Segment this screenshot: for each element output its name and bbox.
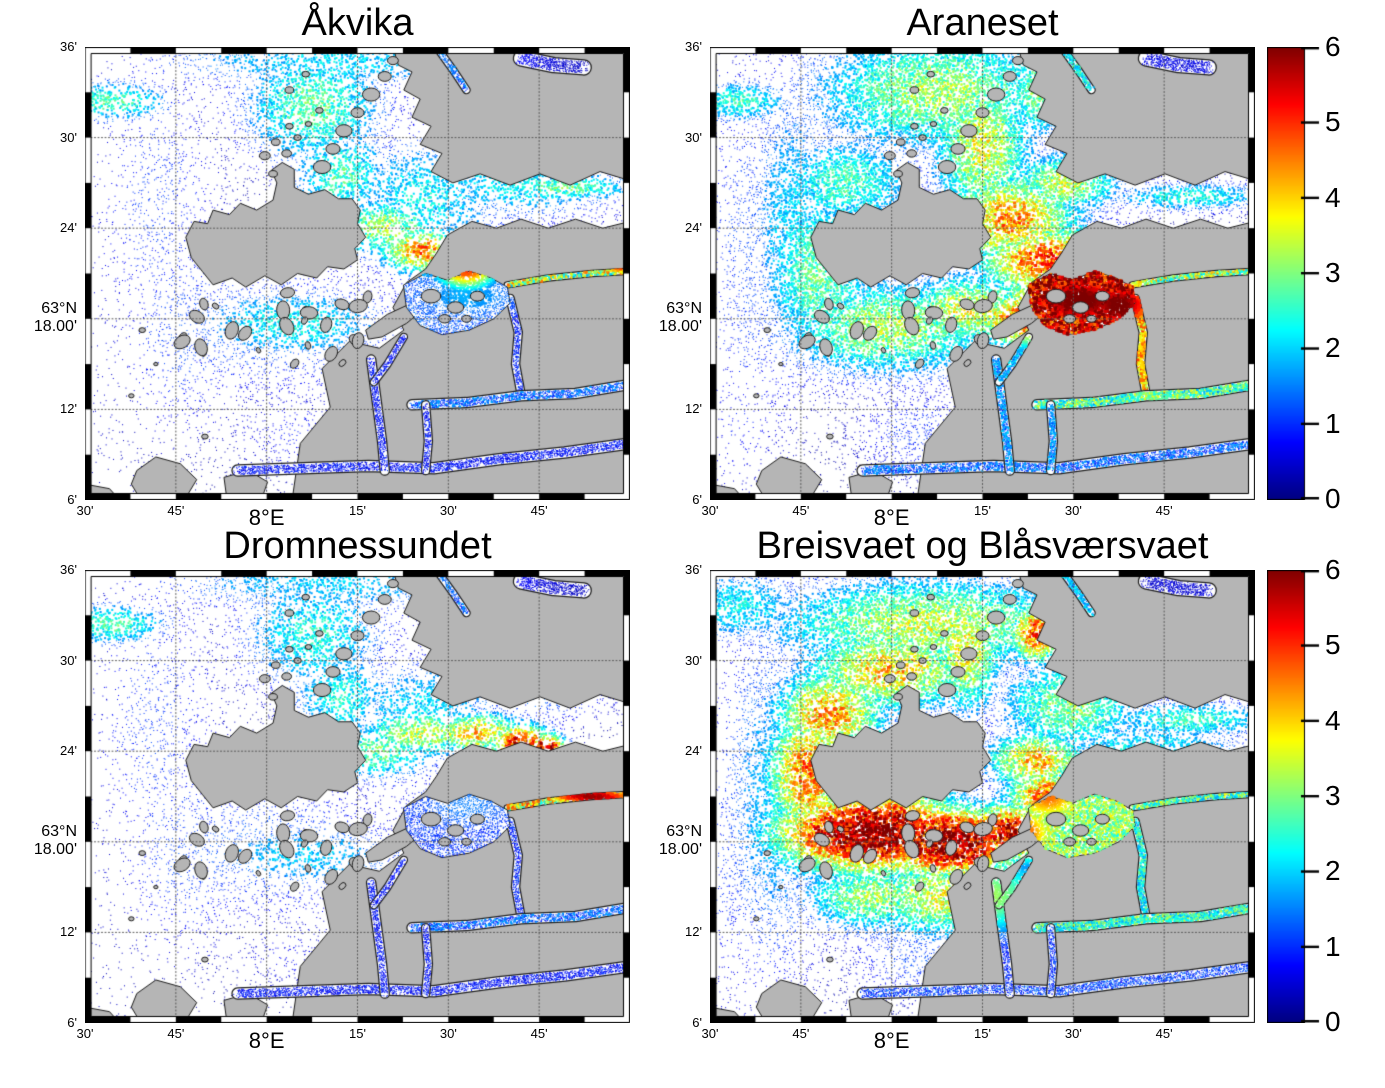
- y-tick-label: 63°N 18.00': [33, 822, 77, 858]
- y-tick-label: 6': [692, 492, 702, 507]
- y-tick-label: 36': [60, 562, 77, 577]
- y-tick-label: 36': [60, 39, 77, 54]
- panel-title: Dromnessundet: [223, 525, 492, 567]
- colorbar-tick-label: 2: [1325, 332, 1341, 364]
- y-tick-label: 63°N 18.00': [33, 299, 77, 335]
- y-tick-label: 30': [685, 129, 702, 145]
- colorbar-top: 0 1 2 3 4 5 6: [1267, 31, 1385, 514]
- y-tick-label: 6': [67, 492, 77, 507]
- y-tick-label: 36': [685, 39, 702, 54]
- panel-breisvaet: Breisvaet og Blåsværsvaet 36' 30' 24' 63°N 1…: [659, 525, 1255, 1053]
- y-tick-label: 12': [60, 401, 77, 417]
- x-tick-label: 8°E: [873, 1028, 910, 1053]
- y-tick-label: 30': [685, 652, 702, 668]
- y-tick-label: 24': [60, 220, 77, 236]
- x-tick-label: 8°E: [873, 505, 910, 530]
- colorbar-tick-label: 0: [1325, 483, 1341, 514]
- y-tick-label: 63°N 18.00': [658, 822, 702, 858]
- x-tick-label: 15': [349, 1026, 366, 1041]
- panel-dromnessundet: Dromnessundet 36' 30' 24' 63°N 18.00' 12' 6' 3…: [34, 525, 630, 1053]
- x-tick-label: 15': [974, 1026, 991, 1041]
- x-tick-label: 30': [76, 503, 94, 518]
- y-tick-label: 6': [692, 1015, 702, 1030]
- colorbar-tick-label: 5: [1325, 629, 1341, 661]
- colorbar-bottom: 0 1 2 3 4 5 6: [1267, 554, 1385, 1037]
- panel-araneset: Araneset 36' 30' 24' 63°N 18.00' 12' 6' 30' 45'…: [659, 2, 1255, 530]
- x-tick-label: 45': [530, 1026, 548, 1041]
- y-tick-label: 12': [60, 924, 77, 940]
- y-tick-label: 24': [685, 743, 702, 759]
- x-tick-label: 45': [1155, 1026, 1173, 1041]
- x-tick-label: 45': [792, 503, 810, 518]
- y-tick-label: 30': [60, 652, 77, 668]
- x-tick-label: 30': [701, 1026, 719, 1041]
- colorbar-tick-label: 1: [1325, 930, 1341, 962]
- y-tick-label: 12': [685, 401, 702, 417]
- y-tick-label: 6': [67, 1015, 77, 1030]
- colorbar-tick-label: 5: [1325, 106, 1341, 138]
- colorbar-gradient: [1267, 570, 1321, 1023]
- y-tick-label: 63°N 18.00': [658, 299, 702, 335]
- colorbar-tick-label: 6: [1325, 554, 1341, 585]
- y-tick-label: 30': [60, 129, 77, 145]
- colorbar-tick-label: 6: [1325, 31, 1341, 62]
- x-tick-label: 30': [439, 503, 457, 518]
- x-tick-label: 30': [439, 1026, 457, 1041]
- colorbar-tick-label: 3: [1325, 780, 1341, 811]
- y-tick-label: 12': [685, 924, 702, 940]
- x-tick-label: 30': [1064, 1026, 1082, 1041]
- map-canvas: [710, 570, 1255, 1023]
- x-tick-label: 15': [974, 503, 991, 518]
- x-tick-label: 45': [167, 1026, 185, 1041]
- colorbar-tick-label: 0: [1325, 1006, 1341, 1037]
- x-tick-label: 45': [792, 1026, 810, 1041]
- x-tick-label: 30': [701, 503, 719, 518]
- x-tick-label: 8°E: [248, 505, 285, 530]
- map-canvas: [710, 47, 1255, 500]
- colorbar-tick-label: 4: [1325, 181, 1341, 213]
- colorbar-tick-label: 2: [1325, 855, 1341, 887]
- x-tick-label: 30': [76, 1026, 94, 1041]
- colorbar-gradient: [1267, 47, 1321, 500]
- y-tick-label: 24': [685, 220, 702, 236]
- map-canvas: [85, 570, 630, 1023]
- panel-akvika: Åkvika 36' 30' 24' 63°N 18.00' 12' 6' 30' 45' 8°…: [34, 2, 630, 530]
- map-canvas: [85, 47, 630, 500]
- x-tick-label: 45': [530, 503, 548, 518]
- panel-title: Åkvika: [301, 2, 414, 44]
- panel-title: Araneset: [906, 2, 1059, 44]
- x-tick-label: 45': [167, 503, 185, 518]
- x-tick-label: 30': [1064, 503, 1082, 518]
- x-tick-label: 8°E: [248, 1028, 285, 1053]
- colorbar-tick-label: 1: [1325, 407, 1341, 439]
- colorbar-tick-label: 3: [1325, 257, 1341, 288]
- x-tick-label: 45': [1155, 503, 1173, 518]
- y-tick-label: 36': [685, 562, 702, 577]
- y-tick-label: 24': [60, 743, 77, 759]
- panel-title: Breisvaet og Blåsværsvaet: [756, 525, 1209, 567]
- colorbar-tick-label: 4: [1325, 704, 1341, 736]
- x-tick-label: 15': [349, 503, 366, 518]
